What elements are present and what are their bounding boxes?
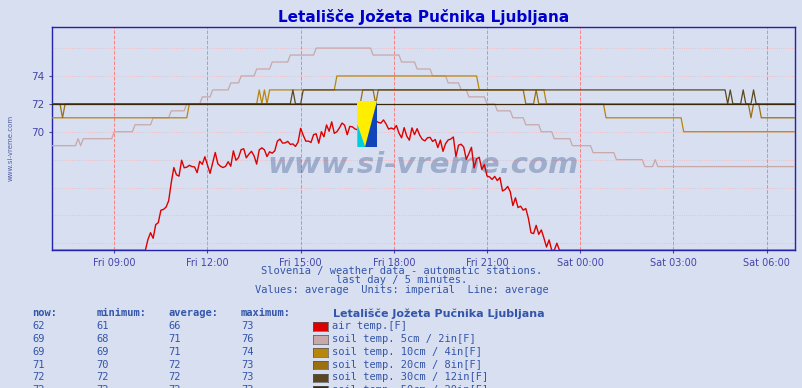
Text: www.si-vreme.com: www.si-vreme.com xyxy=(7,114,14,180)
Text: average:: average: xyxy=(168,308,218,319)
Text: soil temp. 30cm / 12in[F]: soil temp. 30cm / 12in[F] xyxy=(332,372,488,383)
Text: Values: average  Units: imperial  Line: average: Values: average Units: imperial Line: av… xyxy=(254,285,548,295)
Text: 61: 61 xyxy=(96,321,109,331)
Text: 62: 62 xyxy=(32,321,45,331)
Text: 71: 71 xyxy=(32,360,45,370)
Text: 73: 73 xyxy=(241,321,253,331)
Text: 73: 73 xyxy=(241,385,253,388)
Text: Slovenia / weather data - automatic stations.: Slovenia / weather data - automatic stat… xyxy=(261,265,541,275)
Text: 69: 69 xyxy=(32,334,45,344)
Text: maximum:: maximum: xyxy=(241,308,290,319)
Text: 73: 73 xyxy=(241,372,253,383)
Text: 72: 72 xyxy=(96,372,109,383)
Text: 71: 71 xyxy=(168,334,181,344)
Text: 74: 74 xyxy=(241,347,253,357)
Text: Letališče Jožeta Pučnika Ljubljana: Letališče Jožeta Pučnika Ljubljana xyxy=(333,308,545,319)
Text: air temp.[F]: air temp.[F] xyxy=(332,321,407,331)
Text: 70: 70 xyxy=(96,360,109,370)
Text: 72: 72 xyxy=(168,385,181,388)
Text: www.si-vreme.com: www.si-vreme.com xyxy=(268,151,578,180)
Text: 72: 72 xyxy=(32,372,45,383)
Text: 71: 71 xyxy=(168,347,181,357)
Text: 72: 72 xyxy=(168,372,181,383)
Text: now:: now: xyxy=(32,308,57,319)
Text: 69: 69 xyxy=(96,347,109,357)
Text: soil temp. 50cm / 20in[F]: soil temp. 50cm / 20in[F] xyxy=(332,385,488,388)
Text: 76: 76 xyxy=(241,334,253,344)
Text: 68: 68 xyxy=(96,334,109,344)
Text: soil temp. 5cm / 2in[F]: soil temp. 5cm / 2in[F] xyxy=(332,334,476,344)
Text: minimum:: minimum: xyxy=(96,308,146,319)
Polygon shape xyxy=(357,124,365,147)
Text: 72: 72 xyxy=(32,385,45,388)
Text: 72: 72 xyxy=(96,385,109,388)
Text: last day / 5 minutes.: last day / 5 minutes. xyxy=(335,275,467,285)
Title: Letališče Jožeta Pučnika Ljubljana: Letališče Jožeta Pučnika Ljubljana xyxy=(277,9,569,24)
Text: 66: 66 xyxy=(168,321,181,331)
Text: 73: 73 xyxy=(241,360,253,370)
Text: soil temp. 10cm / 4in[F]: soil temp. 10cm / 4in[F] xyxy=(332,347,482,357)
Text: 69: 69 xyxy=(32,347,45,357)
Text: soil temp. 20cm / 8in[F]: soil temp. 20cm / 8in[F] xyxy=(332,360,482,370)
Text: 72: 72 xyxy=(168,360,181,370)
Polygon shape xyxy=(365,101,377,147)
